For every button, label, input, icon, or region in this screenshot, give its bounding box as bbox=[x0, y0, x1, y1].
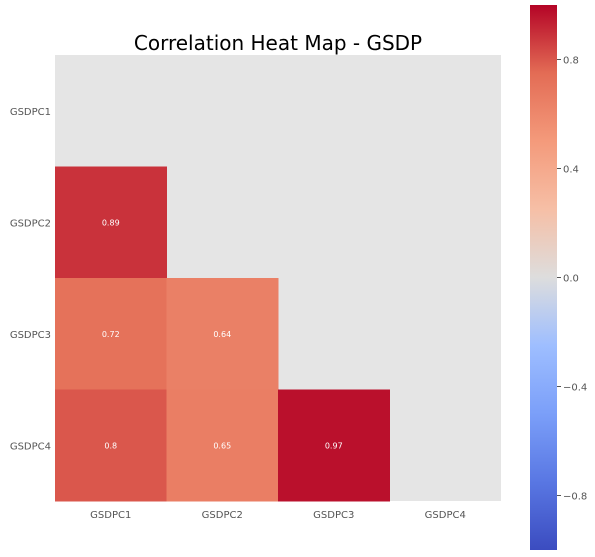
x-tick-label: GSDPC1 bbox=[90, 510, 131, 521]
colorbar-ticks: −0.8 −0.4 0.0 0.4 0.8 bbox=[557, 56, 587, 503]
y-tick-label: GSDPC2 bbox=[10, 218, 51, 229]
colorbar-tick-label: 0.8 bbox=[563, 56, 579, 67]
y-tick-label: GSDPC3 bbox=[10, 330, 51, 341]
heatmap-cells: 0.89 0.72 0.64 0.8 0.65 0.97 bbox=[55, 166, 390, 502]
y-tick-label: GSDPC1 bbox=[10, 107, 51, 118]
x-tick-label: GSDPC3 bbox=[313, 510, 354, 521]
heatmap-cell bbox=[55, 278, 167, 390]
cell-value-label: 0.65 bbox=[213, 441, 231, 450]
y-tick-label: GSDPC4 bbox=[10, 441, 51, 452]
heatmap-cell bbox=[166, 278, 279, 390]
colorbar-tick-label: −0.8 bbox=[563, 492, 587, 503]
colorbar-tick-label: −0.4 bbox=[563, 383, 587, 394]
colorbar bbox=[530, 5, 557, 550]
colorbar-tick-label: 0.0 bbox=[563, 274, 579, 285]
colorbar-tick-label: 0.4 bbox=[563, 165, 579, 176]
x-tick-label: GSDPC4 bbox=[425, 510, 466, 521]
x-axis-ticks: GSDPC1 GSDPC2 GSDPC3 GSDPC4 bbox=[90, 510, 466, 521]
cell-value-label: 0.8 bbox=[104, 441, 117, 450]
heatmap-cell bbox=[166, 389, 279, 502]
cell-value-label: 0.72 bbox=[102, 330, 120, 339]
cell-value-label: 0.64 bbox=[213, 330, 231, 339]
x-tick-label: GSDPC2 bbox=[202, 510, 243, 521]
heatmap-cell bbox=[55, 389, 167, 502]
cell-value-label: 0.97 bbox=[325, 441, 343, 450]
y-axis-ticks: GSDPC1 GSDPC2 GSDPC3 GSDPC4 bbox=[10, 107, 51, 453]
heatmap-cell bbox=[278, 389, 390, 502]
cell-value-label: 0.89 bbox=[102, 218, 120, 227]
chart-title: Correlation Heat Map - GSDP bbox=[134, 31, 422, 55]
heatmap-cell bbox=[55, 166, 167, 279]
